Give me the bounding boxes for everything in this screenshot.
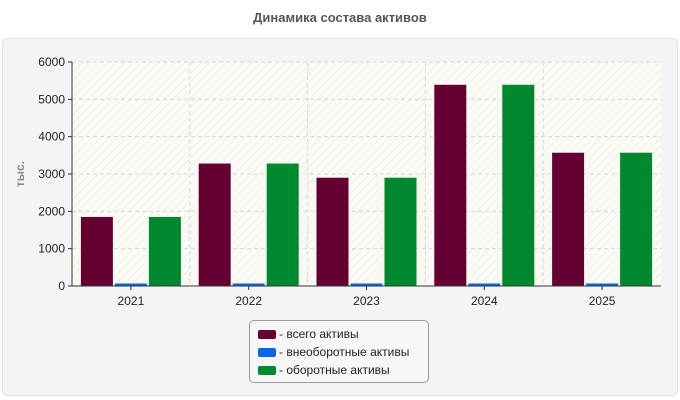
legend-item-total: - всего активы	[258, 325, 428, 343]
bar-current	[620, 152, 653, 286]
bar-current	[502, 84, 535, 286]
legend-item-current: - оборотные активы	[258, 361, 428, 379]
bar-current	[384, 177, 417, 286]
chart-title: Динамика состава активов	[253, 10, 427, 25]
bar-total	[316, 177, 349, 286]
y-tick-label: 6000	[38, 55, 65, 69]
legend-label-total: - всего активы	[279, 327, 359, 341]
bar-total	[552, 152, 585, 286]
legend-label-current: - оборотные активы	[279, 363, 390, 377]
y-tick-label: 3000	[38, 167, 65, 181]
bar-total	[198, 163, 231, 286]
y-tick-label: 2000	[38, 204, 65, 218]
legend-item-noncurrent: - внеоборотные активы	[258, 343, 428, 361]
x-tick-label: 2023	[353, 294, 380, 308]
x-tick-label: 2022	[235, 294, 262, 308]
y-axis-label: тыс.	[13, 161, 27, 187]
x-tick-label: 2024	[471, 294, 498, 308]
bar-noncurrent	[468, 283, 501, 286]
x-tick-label: 2021	[118, 294, 145, 308]
y-tick-label: 4000	[38, 130, 65, 144]
y-tick-label: 0	[58, 279, 65, 293]
bar-total	[434, 84, 467, 286]
legend-swatch-noncurrent	[258, 347, 276, 357]
y-tick-label: 1000	[38, 242, 65, 256]
bar-total	[80, 216, 113, 286]
legend-swatch-total	[258, 329, 276, 339]
legend-label-noncurrent: - внеоборотные активы	[279, 345, 410, 359]
bar-current	[148, 216, 181, 286]
bar-noncurrent	[586, 283, 619, 286]
bar-noncurrent	[232, 283, 265, 286]
legend-swatch-current	[258, 365, 276, 375]
chart-legend: - всего активы - внеоборотные активы - о…	[249, 320, 429, 383]
bar-noncurrent	[350, 283, 383, 286]
bar-current	[266, 163, 299, 286]
x-tick-label: 2025	[589, 294, 616, 308]
y-tick-label: 5000	[38, 92, 65, 106]
bar-noncurrent	[114, 283, 147, 286]
